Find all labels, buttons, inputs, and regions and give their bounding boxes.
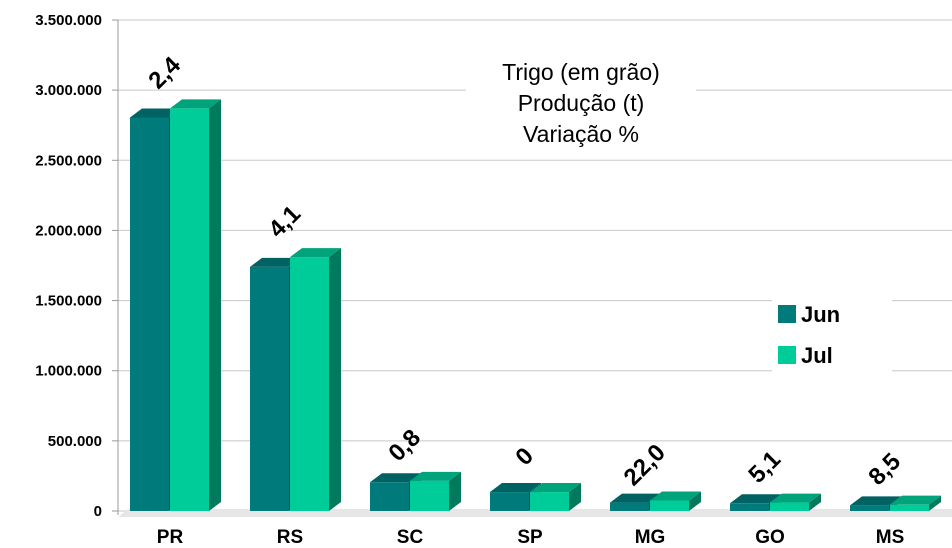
y-tick-label: 1.500.000 [35, 293, 102, 310]
chart-title: Trigo (em grão) Produção (t) Variação % [466, 50, 696, 158]
x-tick-label: MS [876, 527, 905, 548]
bar-front [770, 502, 809, 511]
bar-top [610, 493, 661, 503]
legend: Jun Jul [772, 290, 892, 374]
bar-front [250, 266, 289, 511]
bar-jul-sp [530, 483, 581, 511]
data-label: 8,5 [863, 448, 906, 491]
bar-top [170, 99, 221, 109]
bar-top [410, 471, 461, 481]
bar-top [850, 496, 901, 506]
bar-top [490, 483, 541, 493]
legend-label: Jun [801, 302, 840, 327]
bar-front [890, 504, 929, 511]
bar-side [569, 483, 581, 511]
bar-jul-mg [650, 491, 701, 511]
bar-top [730, 494, 781, 504]
x-tick-label: RS [277, 527, 303, 548]
legend-swatch [778, 346, 796, 364]
y-tick-label: 2.500.000 [35, 152, 102, 169]
legend-swatch [778, 305, 796, 323]
y-tick-label: 2.000.000 [35, 222, 102, 239]
data-label: 0,8 [383, 424, 426, 467]
bar-front [410, 480, 449, 511]
bar-jul-go [770, 493, 821, 511]
bar-top [770, 493, 821, 503]
bar-jul-ms [890, 495, 941, 511]
bar-side [809, 493, 821, 511]
bar-front [130, 117, 169, 512]
bar-jul-rs [290, 248, 341, 511]
bar-front [650, 500, 689, 511]
bar-front [490, 492, 529, 511]
x-tick-label: SC [397, 527, 424, 548]
bar-top [250, 257, 301, 267]
bar-front [290, 257, 329, 511]
bar-front [170, 108, 209, 511]
bar-front [730, 503, 769, 511]
chart-title-line: Variação % [523, 121, 639, 147]
bar-top [530, 483, 581, 493]
chart-title-line: Trigo (em grão) [502, 59, 660, 85]
bar-top [370, 473, 421, 483]
y-tick-label: 3.000.000 [35, 82, 102, 99]
x-tick-label: PR [157, 527, 184, 548]
y-tick-label: 1.000.000 [35, 363, 102, 380]
x-tick-label: MG [635, 527, 666, 548]
bar-top [130, 108, 181, 118]
bar-front [530, 492, 569, 511]
x-tick-label: GO [755, 527, 785, 548]
bar-top [290, 248, 341, 258]
bar-jul-pr [170, 99, 221, 511]
bar-side [689, 491, 701, 511]
data-label: 4,1 [263, 200, 306, 243]
y-tick-label: 500.000 [48, 433, 102, 450]
bar-side [329, 248, 341, 511]
bar-side [929, 495, 941, 511]
chart-title-line: Produção (t) [518, 90, 645, 116]
data-label: 22,0 [619, 439, 671, 491]
data-label: 5,1 [743, 446, 786, 489]
bar-front [850, 505, 889, 511]
y-tick-label: 3.500.000 [35, 12, 102, 29]
bar-top [890, 495, 941, 505]
title-background [466, 50, 696, 158]
data-label: 2,4 [143, 51, 186, 94]
bar-front [610, 502, 649, 511]
bar-front [370, 482, 409, 511]
bar-jul-sc [410, 471, 461, 511]
bar-side [209, 99, 221, 511]
bar-top [650, 491, 701, 501]
legend-label: Jul [801, 343, 833, 368]
bar-side [449, 471, 461, 511]
y-tick-label: 0 [94, 503, 102, 520]
data-label: 0 [510, 442, 539, 471]
bars [130, 99, 941, 512]
x-tick-label: SP [517, 527, 543, 548]
